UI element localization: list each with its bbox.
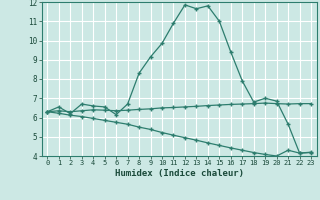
X-axis label: Humidex (Indice chaleur): Humidex (Indice chaleur) bbox=[115, 169, 244, 178]
